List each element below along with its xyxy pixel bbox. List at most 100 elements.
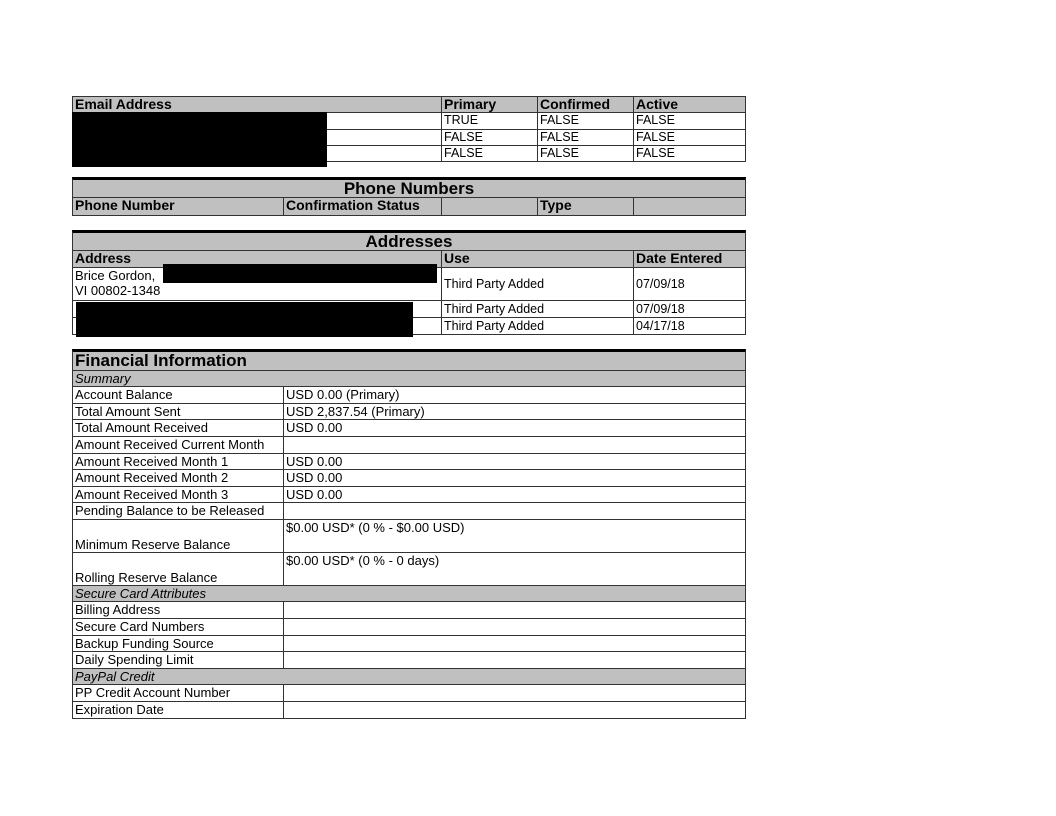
cell-text: Rolling Reserve Balance [75, 570, 218, 585]
address-date-cell: 07/09/18 [633, 300, 746, 318]
cell-text: $0.00 USD* (0 % - $0.00 USD) [286, 520, 465, 535]
cell-text: USD 2,837.54 (Primary) [286, 404, 425, 419]
cell-text: Minimum Reserve Balance [75, 537, 231, 552]
field-label: PP Credit Account Number [72, 684, 284, 702]
financial-information-title: Financial Information [72, 349, 746, 371]
field-value [283, 684, 746, 702]
address-date-cell: 04/17/18 [633, 317, 746, 335]
cell-text: FALSE [444, 130, 483, 144]
primary-header: Primary [441, 96, 538, 113]
address-use-cell: Third Party Added [441, 317, 634, 335]
cell-text: Backup Funding Source [75, 636, 214, 651]
field-label: Minimum Reserve Balance [72, 519, 284, 553]
field-label: Billing Address [72, 601, 284, 619]
cell-text: 04/17/18 [636, 318, 685, 333]
phone-blank-header [441, 197, 538, 216]
cell-text: FALSE [540, 113, 579, 127]
confirmed-header: Confirmed [537, 96, 634, 113]
cell-text: Confirmation Status [286, 197, 420, 213]
cell-text: PP Credit Account Number [75, 685, 231, 700]
cell-text: PayPal Credit [75, 669, 155, 684]
field-label: Pending Balance to be Released [72, 502, 284, 520]
cell-text: Expiration Date [75, 702, 164, 717]
cell-text: Secure Card Numbers [75, 619, 205, 634]
date-entered-header: Date Entered [633, 250, 746, 268]
email-flag-cell: FALSE [441, 129, 538, 146]
cell-text: FALSE [540, 130, 579, 144]
type-header: Type [537, 197, 634, 216]
cell-text: 07/09/18 [636, 276, 685, 291]
cell-text: Secure Card Attributes [75, 586, 207, 601]
field-label: Secure Card Numbers [72, 618, 284, 636]
cell-text: USD 0.00 (Primary) [286, 387, 400, 402]
cell-text: $0.00 USD* (0 % - 0 days) [286, 553, 440, 568]
address-line: VI 00802-1348 [75, 283, 161, 298]
cell-text: Pending Balance to be Released [75, 503, 265, 518]
field-value: USD 0.00 [283, 469, 746, 487]
cell-text: Billing Address [75, 602, 161, 617]
cell-text: Amount Received Current Month [75, 437, 265, 452]
email-flag-cell: FALSE [633, 145, 746, 162]
field-label: Rolling Reserve Balance [72, 552, 284, 586]
cell-text: FALSE [636, 113, 675, 127]
cell-text: Account Balance [75, 387, 173, 402]
email-header: Email Address [72, 96, 442, 113]
cell-text: FALSE [540, 146, 579, 160]
cell-text: Total Amount Received [75, 420, 208, 435]
cell-text: Third Party Added [444, 276, 545, 291]
field-label: Account Balance [72, 386, 284, 404]
cell-text: USD 0.00 [286, 454, 343, 469]
cell-text: Summary [75, 371, 131, 386]
phone-blank-header [633, 197, 746, 216]
cell-text: Third Party Added [444, 301, 545, 316]
field-label: Backup Funding Source [72, 635, 284, 652]
cell-text: Email Address [75, 96, 172, 112]
field-value: USD 2,837.54 (Primary) [283, 403, 746, 420]
email-flag-cell: TRUE [441, 112, 538, 130]
cell-text: TRUE [444, 113, 479, 127]
email-flag-cell: FALSE [633, 112, 746, 130]
email-flag-cell: FALSE [537, 112, 634, 130]
field-value: USD 0.00 [283, 486, 746, 503]
field-value: $0.00 USD* (0 % - $0.00 USD) [283, 519, 746, 553]
cell-text: Daily Spending Limit [75, 652, 194, 667]
address-use-cell: Third Party Added [441, 300, 634, 318]
cell-text: Phone Number [75, 197, 175, 213]
field-value: USD 0.00 [283, 453, 746, 470]
cell-text: USD 0.00 [286, 420, 343, 435]
cell-text: Amount Received Month 1 [75, 454, 229, 469]
address-line: Brice Gordon, [75, 268, 156, 283]
cell-text: Use [444, 250, 470, 266]
active-header: Active [633, 96, 746, 113]
cell-text: Primary [444, 96, 497, 112]
field-label: Amount Received Month 1 [72, 453, 284, 470]
cell-text: Amount Received Month 3 [75, 487, 229, 502]
confirmation-status-header: Confirmation Status [283, 197, 442, 216]
use-header: Use [441, 250, 634, 268]
field-value: $0.00 USD* (0 % - 0 days) [283, 552, 746, 586]
section-header: PayPal Credit [72, 668, 746, 685]
phone-numbers-title: Phone Numbers [72, 177, 746, 198]
field-label: Amount Received Month 2 [72, 469, 284, 487]
redaction-box [163, 264, 437, 283]
field-label: Total Amount Sent [72, 403, 284, 420]
field-label: Amount Received Month 3 [72, 486, 284, 503]
cell-text: FALSE [444, 146, 483, 160]
field-label: Expiration Date [72, 701, 284, 719]
cell-text: Financial Information [75, 351, 247, 370]
field-value [283, 635, 746, 652]
email-flag-cell: FALSE [441, 145, 538, 162]
cell-text: Address [75, 250, 132, 266]
section-header: Secure Card Attributes [72, 585, 746, 602]
redaction-box [76, 302, 413, 337]
phone-number-header: Phone Number [72, 197, 284, 216]
field-value: USD 0.00 (Primary) [283, 386, 746, 404]
cell-text: Third Party Added [444, 318, 545, 333]
cell-text: Date Entered [636, 250, 723, 266]
field-value: USD 0.00 [283, 419, 746, 437]
cell-text: FALSE [636, 146, 675, 160]
field-value [283, 502, 746, 520]
email-flag-cell: FALSE [537, 129, 634, 146]
field-label: Amount Received Current Month [72, 436, 284, 454]
